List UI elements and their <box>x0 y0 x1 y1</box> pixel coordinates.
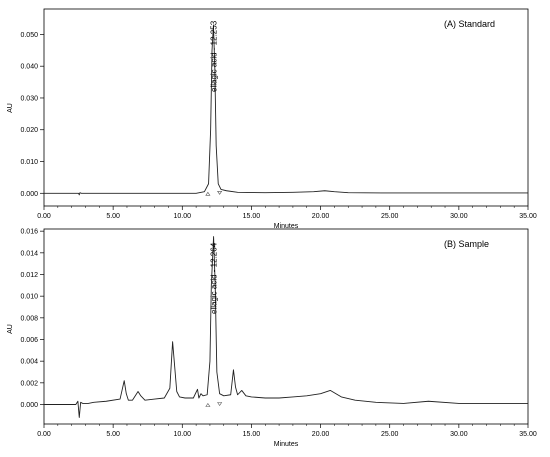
x-tick-label: 20.00 <box>312 431 330 438</box>
x-tick-label: 35.00 <box>519 213 537 220</box>
x-axis-label: Minutes <box>274 223 299 230</box>
baseline-end-marker <box>217 190 223 195</box>
x-tick-label: 5.00 <box>106 213 120 220</box>
peak-label: ellagic acid - 12.253 <box>209 20 218 92</box>
plot-frame <box>43 8 529 207</box>
x-tick-label: 15.00 <box>243 213 261 220</box>
y-tick-label: 0.008 <box>20 315 38 322</box>
y-tick-label: 0.012 <box>20 272 38 279</box>
x-tick-label: 0.00 <box>37 213 51 220</box>
standard-chromatogram-panel: 0.00 5.00 10.00 15.00 20.00 25.00 30.00 35.00 0.… <box>7 8 537 230</box>
x-tick-label: 25.00 <box>381 431 399 438</box>
y-tick-label: 0.050 <box>20 32 38 39</box>
x-tick-label: 20.00 <box>312 213 330 220</box>
x-tick-label: 10.00 <box>174 213 192 220</box>
panel-title: (A) Standard <box>444 19 495 29</box>
peak-label: ellagic acid - 12.264 <box>209 242 218 314</box>
baseline-start-marker <box>205 191 211 196</box>
y-tick-label: 0.004 <box>20 359 38 366</box>
y-tick-label: 0.030 <box>20 95 38 102</box>
y-tick-label: 0.006 <box>20 337 38 344</box>
x-tick-label: 35.00 <box>519 431 537 438</box>
y-tick-label: 0.014 <box>20 250 38 257</box>
baseline-end-marker <box>217 402 223 407</box>
y-axis-label: AU <box>7 324 14 334</box>
y-tick-label: 0.040 <box>20 64 38 71</box>
x-tick-label: 30.00 <box>450 213 468 220</box>
y-tick-label: 0.020 <box>20 127 38 134</box>
chromatogram-trace <box>44 236 528 418</box>
plot-frame <box>43 228 529 425</box>
y-tick-label: 0.002 <box>20 380 38 387</box>
y-axis-label: AU <box>7 103 14 113</box>
baseline-start-marker <box>205 402 211 407</box>
y-tick-label: 0.000 <box>20 402 38 409</box>
x-tick-label: 0.00 <box>37 431 51 438</box>
chromatogram-trace <box>44 24 528 196</box>
x-tick-label: 30.00 <box>450 431 468 438</box>
x-tick-label: 25.00 <box>381 213 399 220</box>
y-tick-label: 0.010 <box>20 159 38 166</box>
x-tick-label: 5.00 <box>106 431 120 438</box>
panel-title: (B) Sample <box>444 239 489 249</box>
y-tick-label: 0.016 <box>20 229 38 236</box>
x-tick-label: 15.00 <box>243 431 261 438</box>
x-tick-label: 10.00 <box>174 431 192 438</box>
y-tick-label: 0.000 <box>20 191 38 198</box>
x-axis-label: Minutes <box>274 441 299 448</box>
sample-chromatogram-panel: 0.00 5.00 10.00 15.00 20.00 25.00 30.00 35.00 0.… <box>7 228 537 448</box>
y-tick-label: 0.010 <box>20 294 38 301</box>
